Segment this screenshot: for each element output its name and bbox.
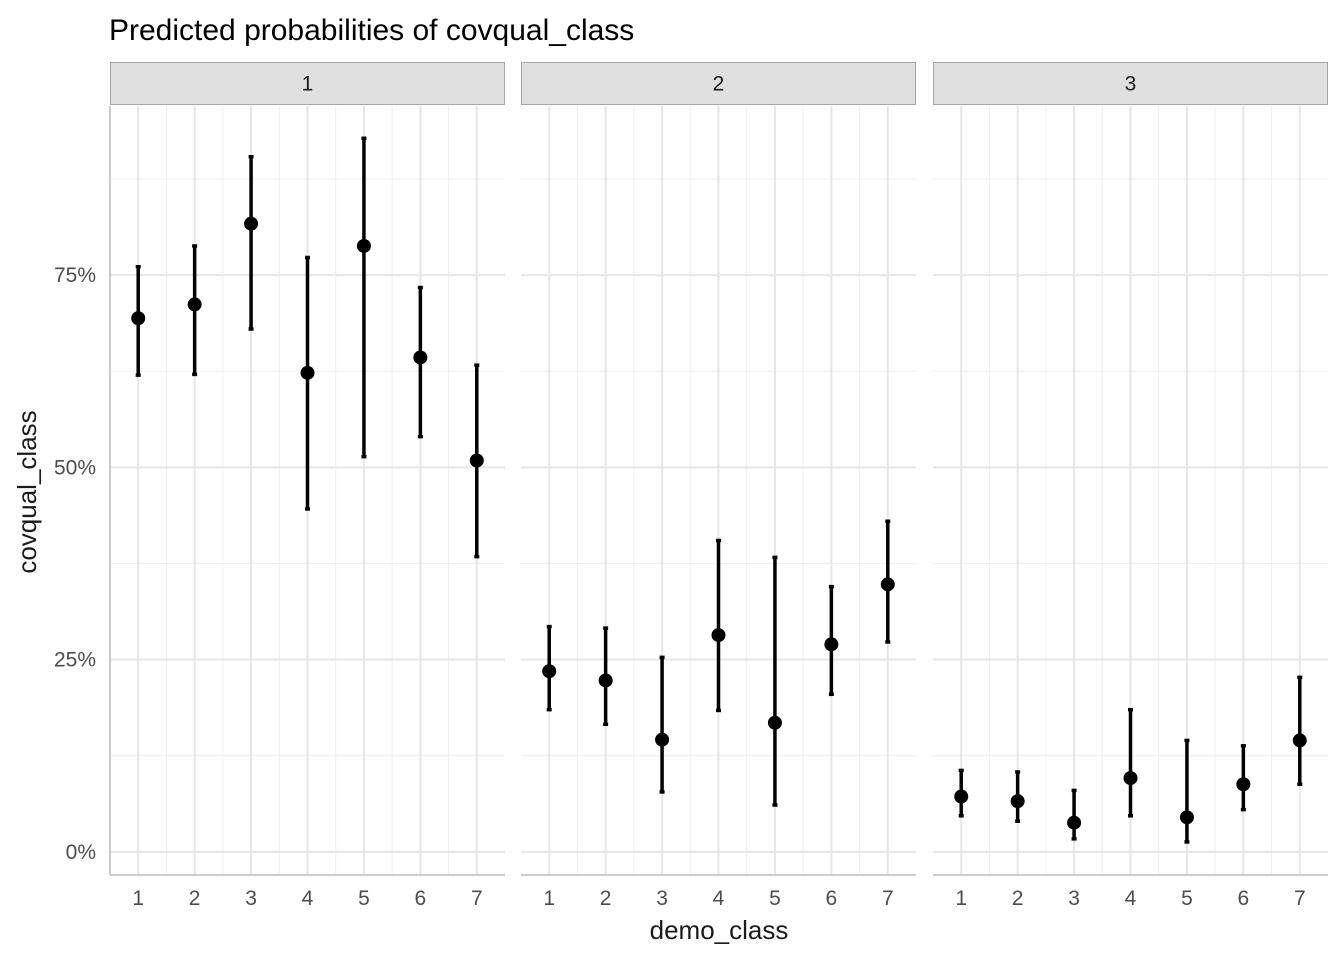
data-point-group [598,626,613,727]
data-point [187,297,202,312]
x-tick-label: 2 [189,887,201,910]
data-point [542,664,557,679]
facet-panels: 1 1 2 3 4 5 6 7 2 1 2 3 4 5 6 7 3 1 2 3 4 5 6 7 [109,62,1328,910]
data-point [1236,777,1251,792]
y-tick-label: 75% [54,264,96,287]
facet-strip [110,62,505,105]
data-point [954,789,969,804]
x-tick-label: 2 [600,887,612,910]
y-axis-title: covqual_class [12,410,42,573]
data-point [1123,771,1138,786]
x-tick-label: 6 [415,887,427,910]
x-tick-label: 3 [245,887,257,910]
data-point [356,238,371,253]
data-point-group [711,538,726,713]
facet-strip [933,62,1328,105]
facet-strip-label: 1 [302,73,314,96]
x-tick-label: 5 [1181,887,1193,910]
x-tick-label: 4 [302,887,314,910]
data-point-group [413,285,428,439]
x-tick-label: 6 [826,887,838,910]
data-point [1179,810,1194,825]
data-point-group [824,584,839,697]
data-point [1067,815,1082,830]
x-tick-label: 5 [769,887,781,910]
facet-strip [521,62,916,105]
x-tick-label: 7 [1294,887,1306,910]
data-point-group [1179,738,1194,844]
x-tick-label: 4 [713,887,725,910]
data-point-group [767,555,782,807]
data-point-group [1010,770,1025,823]
data-point [1292,733,1307,748]
facet-strip-label: 3 [1125,73,1137,96]
facet-panel-1: 1 1 2 3 4 5 6 7 [109,62,505,910]
data-point-group [187,244,202,377]
data-point-group [469,363,484,559]
data-point [300,365,315,380]
x-tick-label: 7 [471,887,483,910]
x-tick-label: 3 [656,887,668,910]
data-point-group [300,255,315,511]
y-tick-label: 50% [54,456,96,479]
data-point-group [655,655,670,794]
x-tick-label: 2 [1012,887,1024,910]
data-point-group [244,155,259,331]
data-point-group [131,264,146,377]
data-point [767,715,782,730]
x-tick-label: 3 [1068,887,1080,910]
x-axis-title: demo_class [650,915,789,945]
data-point-group [356,136,371,459]
data-point [131,311,146,326]
data-point-group [1067,788,1082,841]
x-tick-label: 4 [1125,887,1137,910]
chart-title: Predicted probabilities of covqual_class [109,14,634,47]
data-point-group [1123,707,1138,818]
data-point [711,628,726,643]
x-tick-label: 5 [358,887,370,910]
data-point [598,673,613,688]
y-tick-label: 0% [66,841,96,864]
data-point [880,577,895,592]
data-point-group [1292,675,1307,787]
x-tick-label: 1 [955,887,967,910]
y-axis: 0% 25% 50% 75% [54,264,96,864]
data-point [1010,794,1025,809]
data-point [244,216,259,231]
data-point [413,350,428,365]
x-tick-label: 1 [543,887,555,910]
x-tick-label: 6 [1238,887,1250,910]
x-tick-label: 1 [132,887,144,910]
data-point [824,637,839,652]
data-point-group [1236,744,1251,812]
data-point [469,453,484,468]
data-point-group [542,624,557,712]
data-point-group [880,519,895,644]
y-tick-label: 25% [54,649,96,672]
facet-panel-3: 3 1 2 3 4 5 6 7 [933,62,1328,910]
facet-panel-2: 2 1 2 3 4 5 6 7 [521,62,916,910]
data-point-group [954,768,969,818]
facet-strip-label: 2 [713,73,725,96]
x-tick-label: 7 [882,887,894,910]
data-point [655,732,670,747]
